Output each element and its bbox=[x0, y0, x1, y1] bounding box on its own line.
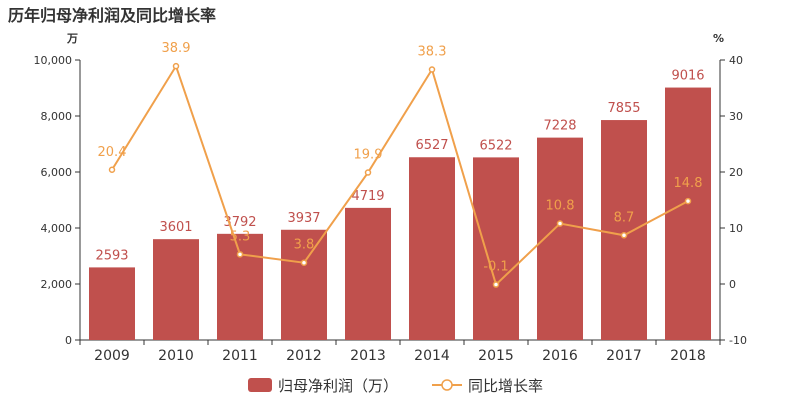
bar bbox=[89, 267, 135, 340]
line-value-label: 5.3 bbox=[230, 229, 251, 244]
line-value-label: 10.8 bbox=[546, 199, 575, 214]
y-left-tick-label: 4,000 bbox=[41, 222, 73, 235]
bar bbox=[409, 157, 455, 340]
bar bbox=[153, 239, 199, 340]
line-point bbox=[620, 232, 628, 239]
line-point bbox=[364, 169, 372, 176]
line-point bbox=[556, 220, 564, 227]
bar-series bbox=[89, 87, 711, 340]
legend-label-line: 同比增长率 bbox=[468, 377, 543, 395]
y-left-tick-label: 0 bbox=[65, 334, 72, 347]
line-point bbox=[172, 62, 180, 70]
line-point bbox=[492, 281, 500, 288]
line-value-label: 20.4 bbox=[98, 145, 127, 160]
x-tick-label: 2012 bbox=[286, 348, 322, 364]
y-left-tick-label: 6,000 bbox=[41, 166, 73, 179]
y-right-tick-label: 0 bbox=[729, 278, 736, 291]
y-right-tick-label: 40 bbox=[729, 54, 743, 67]
y-right-tick-label: 30 bbox=[729, 110, 743, 123]
line-value-label: 38.9 bbox=[162, 41, 191, 56]
line-point bbox=[428, 66, 436, 73]
line-value-label: 3.8 bbox=[294, 238, 315, 253]
line-value-label: -0.1 bbox=[483, 260, 508, 275]
line-series bbox=[108, 62, 692, 288]
legend: 归母净利润（万） 同比增长率 bbox=[248, 377, 543, 395]
y-right-tick-label: 20 bbox=[729, 166, 743, 179]
legend-label-bar: 归母净利润（万） bbox=[278, 377, 398, 395]
y-left-unit: 万 bbox=[66, 32, 78, 45]
x-tick-label: 2016 bbox=[542, 348, 578, 364]
line-point bbox=[108, 166, 116, 174]
line-value-label: 8.7 bbox=[614, 210, 635, 225]
bar bbox=[281, 229, 327, 340]
bar-value-label: 6522 bbox=[479, 138, 512, 153]
line-labels: 20.4 38.9 5.3 3.8 19.9 38.3 -0.1 10.8 8.7 14.8 bbox=[98, 41, 703, 274]
bar-value-label: 7855 bbox=[607, 101, 640, 116]
y-right-tick-label: -10 bbox=[729, 334, 747, 347]
bar-value-label: 3792 bbox=[223, 215, 256, 230]
line-point bbox=[684, 197, 692, 205]
bar bbox=[473, 157, 519, 340]
legend-swatch-bar bbox=[248, 378, 272, 392]
x-tick-label: 2018 bbox=[670, 348, 706, 364]
y-left-tick-label: 10,000 bbox=[34, 54, 73, 67]
line-value-label: 14.8 bbox=[674, 176, 703, 191]
bar-labels: 2593 3601 3792 3937 4719 6527 6522 7228 7855 9016 bbox=[95, 69, 704, 264]
bar-value-label: 6527 bbox=[415, 138, 448, 153]
x-tick-label: 2010 bbox=[158, 348, 194, 364]
growth-line bbox=[111, 63, 689, 287]
x-tick-label: 2009 bbox=[94, 348, 130, 364]
y-left-tick-label: 8,000 bbox=[41, 110, 73, 123]
line-point bbox=[236, 251, 244, 258]
x-tick-label: 2015 bbox=[478, 348, 514, 364]
chart-title: 历年归母净利润及同比增长率 bbox=[8, 6, 217, 25]
y-left-tick-label: 2,000 bbox=[41, 278, 73, 291]
y-right-tick-label: 10 bbox=[729, 222, 743, 235]
bar bbox=[665, 87, 711, 340]
line-value-label: 19.9 bbox=[354, 148, 383, 163]
line-value-label: 38.3 bbox=[418, 45, 447, 60]
bar-value-label: 7228 bbox=[543, 119, 576, 134]
x-tick-label: 2011 bbox=[222, 348, 258, 364]
bar-value-label: 3937 bbox=[287, 211, 320, 226]
bar bbox=[345, 207, 391, 340]
x-tick-label: 2013 bbox=[350, 348, 386, 364]
bar bbox=[601, 120, 647, 340]
bar bbox=[217, 233, 263, 340]
bar-value-label: 2593 bbox=[95, 248, 128, 263]
y-right-unit: % bbox=[713, 32, 724, 45]
bar-value-label: 4719 bbox=[351, 189, 384, 204]
x-tick-label: 2017 bbox=[606, 348, 642, 364]
x-tick-label: 2014 bbox=[414, 348, 450, 364]
bar-value-label: 3601 bbox=[159, 220, 192, 235]
line-point bbox=[300, 259, 308, 266]
bar-value-label: 9016 bbox=[671, 69, 704, 84]
legend-swatch-point bbox=[441, 379, 453, 391]
